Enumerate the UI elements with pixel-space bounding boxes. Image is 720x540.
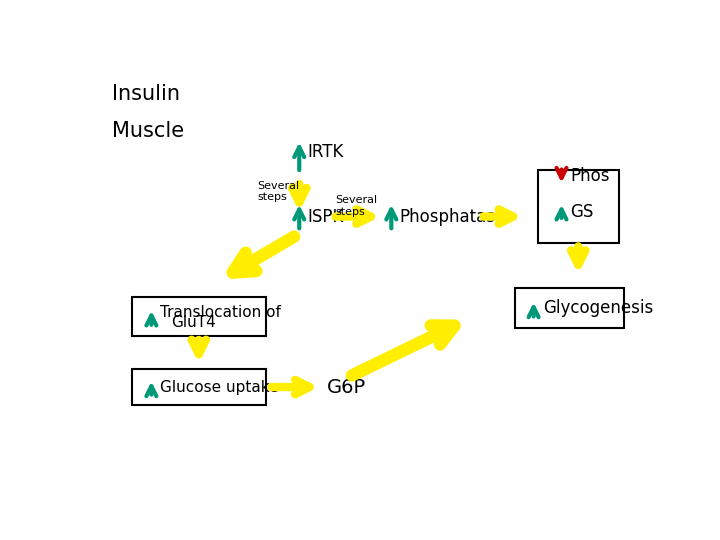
Text: Several
steps: Several steps xyxy=(336,195,378,217)
Text: ISPK: ISPK xyxy=(307,207,344,226)
Text: GluT4: GluT4 xyxy=(171,315,215,330)
Text: IRTK: IRTK xyxy=(307,143,344,161)
FancyBboxPatch shape xyxy=(132,369,266,404)
FancyBboxPatch shape xyxy=(132,296,266,336)
Text: Glycogenesis: Glycogenesis xyxy=(543,299,653,317)
FancyBboxPatch shape xyxy=(516,288,624,328)
FancyBboxPatch shape xyxy=(538,170,618,242)
Text: Phosphatase: Phosphatase xyxy=(400,207,506,226)
Text: Phos: Phos xyxy=(570,167,609,185)
Text: Several
steps: Several steps xyxy=(258,181,300,202)
Text: Glucose uptake: Glucose uptake xyxy=(160,380,279,395)
Text: Insulin: Insulin xyxy=(112,84,180,104)
Text: GS: GS xyxy=(570,203,593,221)
Text: Muscle: Muscle xyxy=(112,122,184,141)
Text: G6P: G6P xyxy=(327,377,366,396)
Text: Translocation of: Translocation of xyxy=(160,305,281,320)
